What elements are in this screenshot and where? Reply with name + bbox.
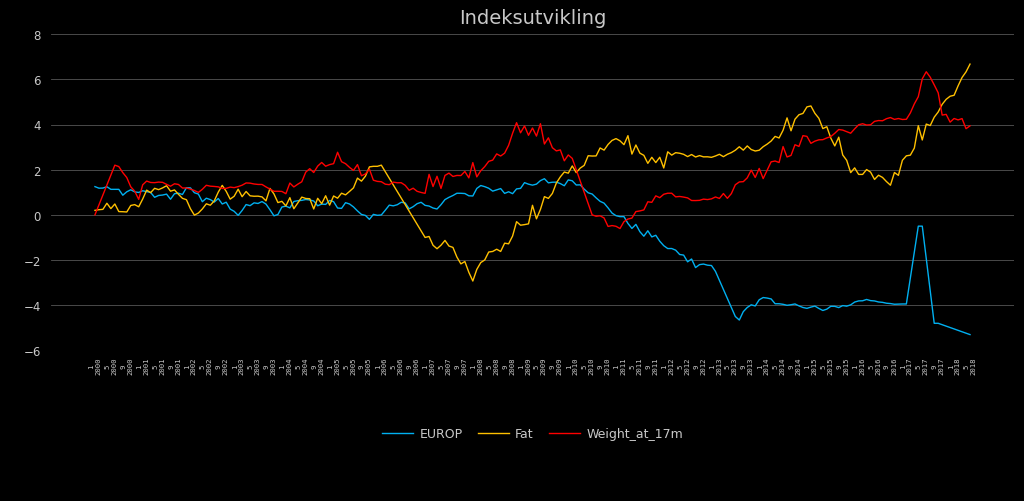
EUROP bbox=[539, 176, 551, 182]
Weight_at_17m bbox=[89, 212, 101, 218]
Fat bbox=[526, 203, 539, 209]
Weight_at_17m bbox=[590, 214, 602, 220]
Line: Weight_at_17m: Weight_at_17m bbox=[95, 73, 970, 229]
Weight_at_17m bbox=[662, 191, 674, 197]
Fat bbox=[339, 192, 351, 198]
Fat bbox=[89, 208, 101, 214]
Weight_at_17m bbox=[964, 124, 976, 130]
Fat bbox=[662, 149, 674, 155]
EUROP bbox=[375, 212, 387, 218]
Fat bbox=[964, 62, 976, 68]
EUROP bbox=[184, 185, 197, 191]
Fat bbox=[375, 163, 387, 169]
Weight_at_17m bbox=[613, 226, 626, 232]
Weight_at_17m bbox=[184, 187, 197, 193]
Weight_at_17m bbox=[339, 161, 351, 167]
EUROP bbox=[594, 199, 606, 205]
Title: Indeksutvikling: Indeksutvikling bbox=[459, 9, 606, 28]
EUROP bbox=[964, 332, 976, 338]
Fat bbox=[594, 146, 606, 152]
Line: Fat: Fat bbox=[95, 65, 970, 282]
Weight_at_17m bbox=[921, 70, 933, 76]
Fat bbox=[184, 206, 197, 212]
EUROP bbox=[662, 246, 674, 252]
Weight_at_17m bbox=[375, 179, 387, 185]
EUROP bbox=[89, 184, 101, 190]
Line: EUROP: EUROP bbox=[95, 179, 970, 335]
Weight_at_17m bbox=[522, 133, 535, 139]
EUROP bbox=[339, 200, 351, 206]
EUROP bbox=[522, 182, 535, 188]
Legend: EUROP, Fat, Weight_at_17m: EUROP, Fat, Weight_at_17m bbox=[377, 422, 688, 445]
Fat bbox=[467, 279, 479, 285]
